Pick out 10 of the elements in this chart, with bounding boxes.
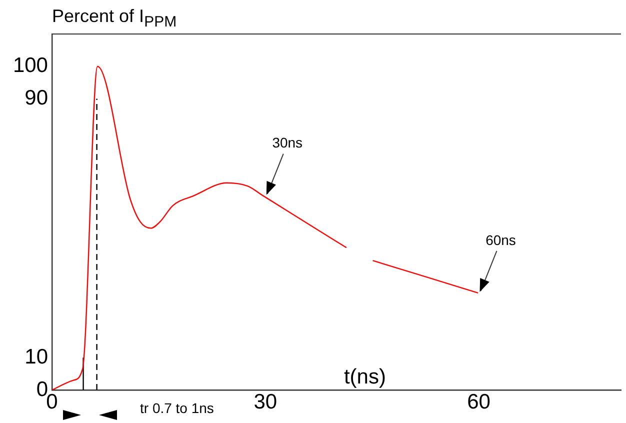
annotation: 30ns <box>272 134 303 151</box>
annotation: 60ns <box>486 232 516 248</box>
y-tick-label: 10 <box>24 345 48 368</box>
y-tick-label: 100 <box>12 54 48 78</box>
chart-title: Percent of I$_{PPM}$ <box>52 6 177 31</box>
text: tr 0.7 to 1ns <box>140 400 214 416</box>
x-tick-label: 60 <box>467 390 490 414</box>
y-tick-label: 90 <box>24 86 48 110</box>
x-tick-label: 30 <box>254 390 278 414</box>
x-axis-title: t(ns) <box>344 365 386 388</box>
